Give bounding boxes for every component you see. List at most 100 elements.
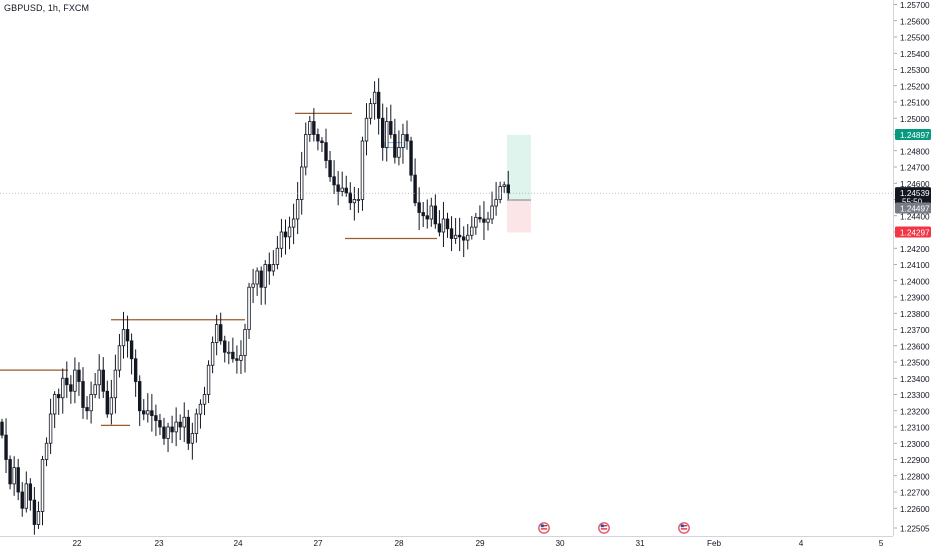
candle-body-up [146, 410, 150, 415]
current-price-bg [895, 187, 931, 208]
candle-body-down [0, 421, 4, 436]
candle-body-up [356, 199, 361, 201]
candle-body-down [478, 216, 482, 220]
candle [93, 373, 97, 399]
stop-price-badge-text: 1.24297 [900, 228, 930, 237]
candle-body-up [93, 384, 97, 395]
flag-ring [598, 522, 610, 534]
candle-body-up [364, 117, 369, 142]
candle [16, 458, 20, 501]
candle [113, 354, 118, 414]
candle [32, 487, 37, 535]
candle [275, 236, 280, 270]
candle [356, 188, 361, 213]
candle-body-up [291, 218, 296, 228]
price-tick-label: 1.24200 [900, 245, 930, 254]
candle-body-down [421, 212, 425, 217]
candle-body-up [308, 121, 312, 135]
candle [170, 415, 174, 444]
candle-body-up [52, 394, 57, 415]
candle [478, 205, 482, 223]
candle [433, 194, 438, 229]
flag-stripe [680, 528, 688, 530]
flag-stripe [680, 525, 688, 527]
candle [206, 360, 211, 404]
candle [368, 98, 373, 125]
candle-body-down [28, 483, 33, 501]
candle [48, 398, 53, 454]
candle [372, 81, 377, 120]
candle [445, 212, 450, 238]
price-tick-label: 1.22800 [900, 472, 930, 481]
target-price-badge: 1.24897 [895, 128, 931, 140]
price-tick-label: 1.25200 [900, 82, 930, 91]
target-price-badge-bg [895, 128, 931, 140]
candle-body-down [162, 426, 166, 439]
candle [340, 171, 344, 197]
candle-body-up [89, 394, 93, 412]
candle-body-up [255, 270, 259, 285]
symbol-title: GBPUSD, 1h, FXCM [4, 3, 90, 13]
time-tick-label: Feb [707, 539, 722, 548]
candle [73, 357, 77, 404]
candle [117, 334, 122, 378]
candle-body-down [425, 215, 429, 220]
candle-body-down [409, 140, 413, 176]
price-tick-label: 1.22600 [900, 505, 930, 514]
candle [89, 381, 93, 424]
candle-body-up [61, 377, 65, 399]
price-tick-label: 1.24400 [900, 212, 930, 221]
time-tick-label: 27 [313, 539, 323, 548]
candle-body-up [202, 394, 207, 405]
countdown-text: 55:50 [902, 198, 923, 207]
candle [121, 311, 126, 359]
candle-body-down [405, 134, 409, 142]
candle-body-up [166, 426, 170, 439]
time-tick-label: 5 [879, 539, 884, 548]
symbol-exchange: FXCM [63, 3, 90, 13]
candle [77, 362, 81, 396]
price-tick-label: 1.25500 [900, 34, 930, 43]
candle-body-up [198, 403, 203, 415]
time-tick-label: 24 [233, 539, 243, 548]
candle [324, 128, 328, 169]
candle-body-down [16, 467, 20, 493]
candle [502, 181, 506, 193]
candle-body-up [279, 231, 284, 249]
candle [239, 340, 243, 374]
candle-body-up [121, 329, 126, 347]
candle [441, 201, 446, 248]
candle [348, 182, 352, 210]
price-tick-label: 1.25700 [900, 1, 930, 10]
candle [304, 122, 308, 176]
candle-body-down [332, 176, 336, 186]
candle [279, 218, 284, 258]
candle [105, 380, 109, 418]
candle-body-up [453, 234, 458, 239]
candle [57, 388, 61, 415]
price-tick-label: 1.24100 [900, 261, 930, 270]
candle-body-down [393, 134, 397, 158]
candle-body-up [470, 226, 474, 236]
candle [425, 199, 429, 229]
time-tick-label: 22 [72, 539, 82, 548]
candle-body-up [474, 216, 478, 228]
candle-body-up [385, 121, 389, 148]
time-tick-label: 28 [394, 539, 404, 548]
candle [8, 455, 12, 490]
candle-body-down [125, 329, 130, 342]
candle-body-down [376, 91, 381, 119]
price-tick-label: 1.22505 [900, 525, 930, 534]
candle-body-up [36, 511, 41, 525]
candle [137, 375, 142, 426]
position-tool [507, 134, 531, 233]
candle-body-down [320, 140, 324, 144]
entry-price-badge-text: 1.24497 [900, 204, 930, 213]
candle [429, 197, 433, 227]
candle-body-down [178, 421, 182, 428]
entry-price-badge-bg [895, 202, 931, 214]
